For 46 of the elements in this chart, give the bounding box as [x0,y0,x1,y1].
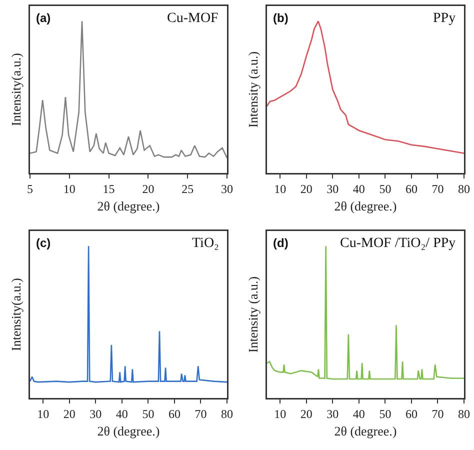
x-tick-label: 10 [274,406,286,421]
x-tick-label: 20 [142,182,154,196]
annotation: (c) [36,236,51,250]
x-tick-label: 10 [63,182,76,196]
annotation: (d) [273,236,288,250]
x-tick-label: 40 [352,406,365,421]
x-tick-label: 10 [274,182,286,196]
x-axis-title: 2θ (degree.) [97,198,160,214]
x-tick-label: 30 [221,182,233,196]
x-tick-label: 80 [221,406,233,421]
x-tick-label: 60 [405,182,418,196]
annotation: TiO₂ [192,236,220,251]
annotation: Cu-MOF /TiO₂/ PPy [340,236,456,251]
x-tick-label: 10 [37,406,50,421]
x-tick-label: 80 [458,182,470,196]
y-axis-title: Intensity (a.u.) [246,51,261,128]
x-tick-label: 50 [379,406,392,421]
y-axis-title: Intensity(a.u.) [8,278,24,351]
x-tick-label: 50 [142,406,154,421]
annotation: PPy [433,11,456,26]
x-axis-title: 2θ (degree.) [334,198,397,214]
x-tick-label: 70 [432,182,444,196]
x-tick-label: 60 [168,406,180,421]
x-tick-label: 5 [27,182,33,196]
x-tick-label: 70 [432,406,444,421]
y-axis-title: Intensity(a.u.) [8,53,24,126]
x-tick-label: 20 [300,406,312,421]
x-tick-label: 15 [102,182,115,196]
x-tick-label: 30 [326,406,339,421]
y-axis-title: Intensity (a.u.) [246,276,261,353]
x-tick-label: 20 [63,406,76,421]
x-tick-label: 30 [326,182,339,196]
x-tick-label: 70 [194,406,207,421]
annotation: (a) [36,11,51,25]
x-tick-label: 25 [182,182,194,196]
x-tick-label: 60 [405,406,418,421]
x-axis-title: 2θ (degree.) [97,423,160,438]
annotation: Cu-MOF [167,11,219,26]
x-axis-title: 2θ (degree.) [334,423,397,438]
x-tick-label: 50 [379,182,392,196]
x-tick-label: 80 [458,406,470,421]
x-tick-label: 40 [352,182,365,196]
x-tick-label: 20 [300,182,312,196]
x-tick-label: 30 [90,406,102,421]
x-tick-label: 40 [116,406,128,421]
annotation: (b) [273,11,288,25]
